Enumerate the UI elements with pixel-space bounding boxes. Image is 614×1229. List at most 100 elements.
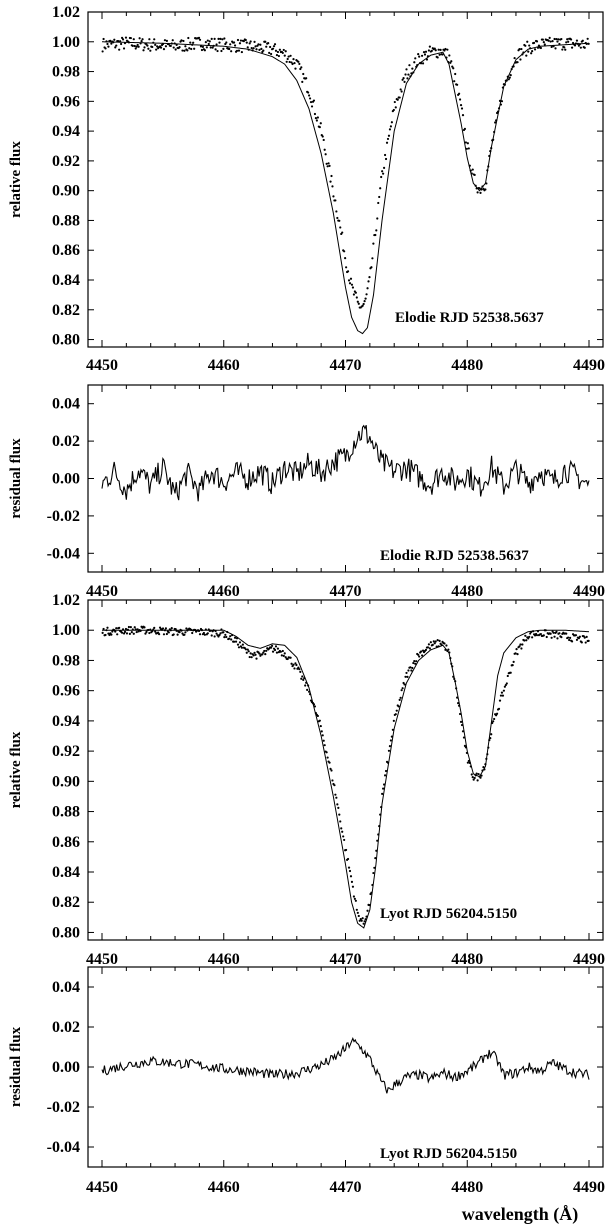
data-point bbox=[355, 908, 358, 911]
data-point bbox=[321, 135, 324, 138]
data-point bbox=[253, 651, 256, 654]
data-point bbox=[280, 654, 283, 657]
data-point bbox=[407, 73, 410, 76]
data-point bbox=[432, 640, 435, 643]
data-point bbox=[557, 38, 560, 41]
data-point bbox=[374, 857, 377, 860]
data-point bbox=[244, 38, 247, 42]
data-point bbox=[370, 266, 373, 269]
data-point bbox=[418, 55, 421, 58]
data-point bbox=[568, 638, 571, 642]
data-point bbox=[237, 49, 241, 52]
data-point bbox=[210, 634, 213, 637]
data-point bbox=[246, 46, 249, 49]
y-tick-label: 1.02 bbox=[52, 592, 80, 609]
data-point bbox=[293, 667, 296, 670]
data-point bbox=[380, 175, 383, 179]
data-point bbox=[101, 631, 104, 635]
data-point bbox=[364, 297, 367, 300]
data-point bbox=[378, 195, 381, 199]
data-point bbox=[135, 45, 138, 48]
data-point bbox=[282, 654, 285, 657]
data-point bbox=[499, 694, 503, 697]
data-point bbox=[135, 630, 138, 634]
data-point bbox=[516, 61, 519, 64]
data-point bbox=[434, 640, 437, 643]
data-point bbox=[328, 164, 331, 167]
x-tick-label: 4460 bbox=[208, 951, 240, 968]
data-point bbox=[329, 767, 332, 770]
data-point bbox=[389, 125, 393, 128]
y-tick-label: 0.84 bbox=[52, 864, 80, 881]
data-point bbox=[240, 646, 243, 649]
data-point bbox=[470, 773, 473, 776]
data-point bbox=[271, 47, 275, 50]
data-point bbox=[399, 696, 402, 699]
data-point bbox=[587, 639, 590, 642]
data-point bbox=[270, 52, 273, 56]
data-point bbox=[236, 38, 240, 42]
data-point bbox=[505, 682, 508, 685]
data-point bbox=[554, 47, 557, 50]
data-point bbox=[216, 49, 219, 53]
data-point bbox=[396, 98, 399, 101]
data-point bbox=[189, 41, 192, 44]
data-point bbox=[403, 683, 406, 686]
data-point bbox=[276, 647, 280, 650]
data-point bbox=[508, 76, 511, 79]
y-tick-label: 0.86 bbox=[52, 242, 80, 259]
data-point bbox=[431, 643, 434, 646]
data-point bbox=[272, 45, 276, 48]
data-point bbox=[238, 42, 242, 45]
data-point bbox=[170, 627, 173, 630]
data-point bbox=[356, 300, 359, 303]
data-point bbox=[328, 761, 331, 764]
data-point bbox=[202, 631, 205, 635]
data-point bbox=[375, 229, 378, 232]
data-point bbox=[121, 38, 125, 41]
data-point bbox=[206, 39, 209, 42]
data-point bbox=[215, 632, 218, 635]
data-point bbox=[358, 919, 361, 922]
y-tick-label: 0.98 bbox=[52, 64, 80, 81]
data-point bbox=[225, 635, 228, 639]
data-point bbox=[120, 42, 123, 46]
data-point bbox=[265, 45, 268, 48]
data-point bbox=[305, 77, 308, 80]
y-tick-label: 0.00 bbox=[52, 1059, 80, 1076]
data-point bbox=[149, 49, 152, 52]
data-point bbox=[122, 632, 126, 635]
data-point bbox=[400, 90, 403, 93]
data-point bbox=[531, 636, 534, 639]
y-tick-label: 0.02 bbox=[52, 1019, 80, 1036]
x-tick-label: 4480 bbox=[451, 583, 483, 600]
data-point bbox=[583, 46, 586, 49]
data-point bbox=[565, 41, 568, 44]
data-point bbox=[172, 46, 175, 49]
data-point bbox=[420, 54, 424, 57]
data-point bbox=[292, 58, 295, 61]
data-point bbox=[523, 639, 526, 642]
data-point bbox=[172, 633, 175, 636]
data-point bbox=[574, 634, 578, 637]
data-point bbox=[579, 46, 582, 49]
data-point bbox=[190, 47, 193, 51]
data-point bbox=[279, 650, 282, 653]
data-point bbox=[164, 45, 168, 48]
data-point bbox=[228, 47, 231, 51]
data-point bbox=[412, 661, 415, 665]
data-point bbox=[406, 675, 409, 679]
data-point bbox=[245, 651, 248, 654]
data-point bbox=[500, 100, 504, 103]
data-point bbox=[466, 142, 469, 145]
data-point bbox=[188, 47, 191, 50]
data-point bbox=[512, 660, 515, 664]
data-point bbox=[167, 631, 170, 634]
data-point bbox=[218, 633, 221, 637]
data-point bbox=[136, 43, 139, 47]
data-point bbox=[283, 652, 286, 655]
data-point bbox=[297, 60, 300, 63]
data-point bbox=[405, 68, 408, 71]
panel-1: 4450 4460 4470 4480 4490 0.80 0.82 0.84 0.86 0.88… bbox=[8, 4, 605, 374]
data-point bbox=[514, 652, 517, 655]
